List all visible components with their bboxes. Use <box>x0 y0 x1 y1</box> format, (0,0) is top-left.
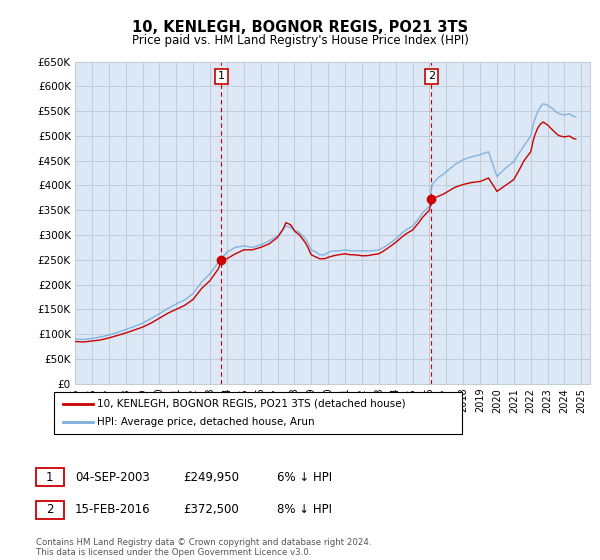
Text: 04-SEP-2003: 04-SEP-2003 <box>75 470 150 484</box>
Text: 10, KENLEGH, BOGNOR REGIS, PO21 3TS (detached house): 10, KENLEGH, BOGNOR REGIS, PO21 3TS (det… <box>97 399 406 409</box>
Text: 1: 1 <box>46 470 53 484</box>
Text: 10, KENLEGH, BOGNOR REGIS, PO21 3TS: 10, KENLEGH, BOGNOR REGIS, PO21 3TS <box>132 20 468 35</box>
Text: 1: 1 <box>218 72 225 81</box>
Text: 2: 2 <box>46 503 53 516</box>
Text: 15-FEB-2016: 15-FEB-2016 <box>75 503 151 516</box>
Text: £249,950: £249,950 <box>183 470 239 484</box>
Text: 8% ↓ HPI: 8% ↓ HPI <box>277 503 332 516</box>
Text: HPI: Average price, detached house, Arun: HPI: Average price, detached house, Arun <box>97 417 315 427</box>
Text: Price paid vs. HM Land Registry's House Price Index (HPI): Price paid vs. HM Land Registry's House … <box>131 34 469 46</box>
Text: Contains HM Land Registry data © Crown copyright and database right 2024.
This d: Contains HM Land Registry data © Crown c… <box>36 538 371 557</box>
Text: 2: 2 <box>428 72 435 81</box>
Text: 6% ↓ HPI: 6% ↓ HPI <box>277 470 332 484</box>
Text: £372,500: £372,500 <box>183 503 239 516</box>
